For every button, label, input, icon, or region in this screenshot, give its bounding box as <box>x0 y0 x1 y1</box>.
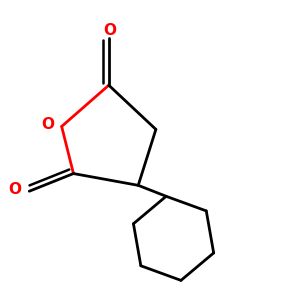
Text: O: O <box>41 118 54 133</box>
Text: O: O <box>9 182 22 197</box>
Text: O: O <box>103 23 116 38</box>
